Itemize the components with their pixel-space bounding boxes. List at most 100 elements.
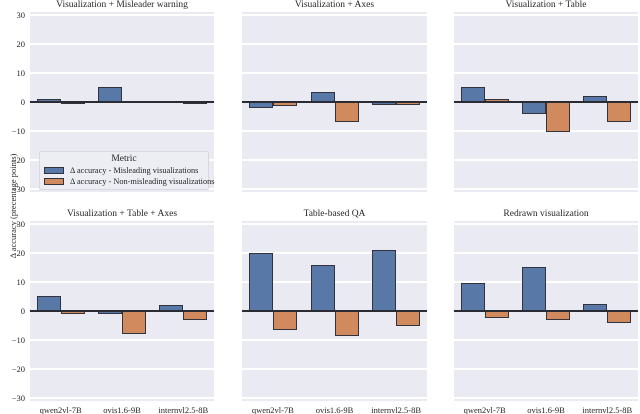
gridline [242, 223, 427, 225]
bar [98, 87, 122, 102]
subplot-title: Table-based QA [303, 209, 366, 219]
gridline [30, 368, 214, 370]
y-tick-label: 10 [16, 67, 26, 78]
y-tick-label: −20 [11, 155, 25, 166]
bar [396, 311, 421, 326]
gridline [242, 72, 427, 74]
gridline [242, 339, 427, 341]
subplot-title: Visualization + Table + Axes [66, 209, 178, 219]
zero-axis-line [242, 101, 427, 103]
y-tick-label: −10 [11, 335, 25, 346]
gridline [454, 43, 638, 45]
gridline [454, 159, 638, 161]
x-tick-label: internvl2.5-8B [582, 405, 633, 414]
legend-label: Δ accuracy - Misleading visualizations [70, 166, 199, 175]
bar [522, 267, 546, 311]
y-tick-label: 20 [16, 38, 26, 49]
y-tick-label: −30 [11, 393, 25, 404]
gridline [30, 397, 214, 399]
gridline [30, 130, 214, 132]
gridline [454, 223, 638, 225]
y-tick-label: 20 [16, 247, 26, 258]
subplot-title: Visualization + Misleader warning [56, 0, 188, 10]
zero-axis-line [454, 310, 638, 312]
legend-entry-non-misleading: Δ accuracy - Non-misleading visualizatio… [44, 177, 215, 186]
bar [248, 252, 273, 311]
bar [607, 102, 632, 123]
x-tick-label: qwen2vl-7B [251, 405, 294, 414]
y-tick-label: 30 [16, 9, 26, 20]
bar [272, 102, 297, 107]
gridline [242, 281, 427, 283]
bar [334, 102, 359, 123]
bar [183, 311, 208, 320]
gridline [30, 281, 214, 283]
zero-axis-line [242, 310, 427, 312]
bar [272, 311, 297, 330]
gridline [454, 188, 638, 190]
gridline [454, 397, 638, 399]
gridline [454, 281, 638, 283]
gridline [242, 43, 427, 45]
gridline [242, 130, 427, 132]
legend-title: Metric [111, 154, 137, 164]
bar [460, 283, 485, 311]
gridline [242, 368, 427, 370]
gridline [30, 339, 214, 341]
y-tick-label: −20 [11, 364, 25, 375]
legend: Metric Δ accuracy - Misleading visualiza… [39, 151, 215, 190]
y-tick-label: −10 [11, 126, 25, 137]
bar [607, 311, 632, 323]
bar [484, 311, 509, 319]
y-tick-label: 0 [20, 306, 25, 316]
legend-entry-misleading: Δ accuracy - Misleading visualizations [44, 166, 204, 175]
x-tick-label: internvl2.5-8B [371, 405, 422, 414]
x-tick-label: qwen2vl-7B [463, 405, 506, 414]
bar [460, 87, 485, 102]
gridline [30, 252, 214, 254]
zero-axis-line [30, 310, 214, 312]
x-tick-label: ovis1.6-9B [527, 405, 565, 414]
bar [546, 102, 570, 133]
subplot-title: Visualization + Table [505, 0, 587, 10]
y-tick-label: −30 [11, 184, 25, 195]
bar [546, 311, 570, 320]
x-tick-label: ovis1.6-9B [315, 405, 354, 414]
y-tick-label: 30 [16, 218, 26, 229]
x-tick-label: qwen2vl-7B [39, 405, 82, 414]
subplot-title: Redrawn visualization [503, 209, 589, 219]
gridline [242, 159, 427, 161]
subplot-visualization-table-axes: Visualization + Table + Axes 30 20 10 0 −10 −… [12, 209, 214, 414]
bar [36, 296, 61, 311]
gridline [242, 188, 427, 190]
x-tick-label: internvl2.5-8B [158, 405, 209, 414]
bar [522, 102, 546, 114]
gridline [454, 72, 638, 74]
gridline [242, 397, 427, 399]
gridline [30, 223, 214, 225]
gridline [30, 14, 214, 16]
zero-axis-line [454, 101, 638, 103]
gridline [454, 339, 638, 341]
subplot-visualization-table: Visualization + Table [454, 0, 638, 192]
gridline [454, 252, 638, 254]
subplot-visualization-axes: Visualization + Axes [242, 0, 427, 192]
x-tick-label: ovis1.6-9B [103, 405, 141, 414]
bar [248, 102, 273, 108]
bar [372, 250, 397, 311]
legend-label: Δ accuracy - Non-misleading visualizatio… [70, 177, 215, 186]
gridline [242, 252, 427, 254]
y-tick-label: 10 [16, 276, 26, 287]
bar [334, 311, 359, 336]
zero-axis-line [30, 101, 214, 103]
gridline [30, 43, 214, 45]
subplot-title: Visualization + Axes [294, 0, 375, 10]
y-tick-label: 0 [20, 97, 25, 107]
bar [310, 264, 335, 311]
gridline [30, 72, 214, 74]
subplot-table-based-qa: Table-based QA qwen2vl-7B ovis1.6-9B inter… [242, 209, 427, 414]
subplot-redrawn-visualization: Redrawn visualization qwen2vl-7B ovis1.6-… [454, 209, 638, 414]
gridline [454, 368, 638, 370]
gridline [454, 14, 638, 16]
